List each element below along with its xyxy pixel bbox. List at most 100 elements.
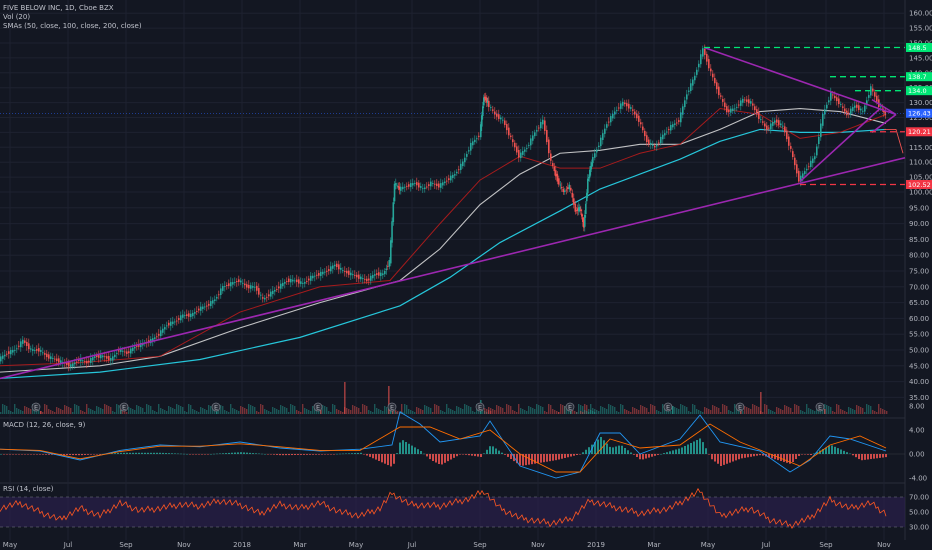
candle-body <box>138 344 140 347</box>
volume-bar <box>112 411 114 414</box>
candle-body <box>4 354 6 357</box>
macd-histogram-bar <box>480 454 482 457</box>
candle-body <box>606 124 608 128</box>
candle-body <box>420 186 422 188</box>
macd-histogram-bar <box>732 454 734 462</box>
candle-body <box>674 123 676 125</box>
price-tag-bg <box>906 108 932 118</box>
volume-bar <box>114 412 116 414</box>
macd-histogram-bar <box>21 454 23 455</box>
candle-body <box>393 183 396 202</box>
macd-histogram-bar <box>30 454 32 455</box>
volume-bar <box>124 411 126 414</box>
volume-bar <box>110 407 112 414</box>
candle-body <box>478 135 480 137</box>
volume-bar <box>880 408 882 414</box>
volume-bar <box>472 411 474 414</box>
candle-body <box>38 348 40 352</box>
volume-bar <box>142 408 144 414</box>
candle-body <box>298 279 300 284</box>
macd-histogram-bar <box>609 446 611 454</box>
volume-bar <box>836 404 838 414</box>
candle-body <box>276 289 278 290</box>
volume-bar <box>558 412 560 414</box>
volume-bar <box>584 404 586 414</box>
candle-body <box>702 48 704 57</box>
price-tag-bg <box>906 179 932 189</box>
macd-histogram-bar <box>264 454 266 455</box>
volume-bar <box>360 412 362 414</box>
earnings-marker <box>663 402 673 412</box>
volume-bar <box>602 407 604 414</box>
candle-body <box>400 186 402 191</box>
candle-body <box>118 350 120 352</box>
volume-bar <box>184 411 186 414</box>
candle-body <box>332 265 334 269</box>
price-tag-label: 134.0 <box>908 87 927 95</box>
volume-bar <box>876 412 878 414</box>
macd-histogram-bar <box>312 454 314 455</box>
candle-body <box>686 94 688 100</box>
macd-histogram-bar <box>582 452 584 454</box>
volume-bar <box>484 408 486 414</box>
volume-bar <box>386 407 388 414</box>
macd-histogram-bar <box>15 454 17 455</box>
time-tick-label: Mar <box>293 541 306 549</box>
volume-bar <box>798 406 800 414</box>
macd-histogram-bar <box>507 454 509 457</box>
macd-histogram-bar <box>441 454 443 465</box>
candle-body <box>304 282 306 284</box>
candle-body <box>712 73 714 78</box>
volume-bar <box>270 412 272 414</box>
candle-body <box>368 278 370 281</box>
earnings-marker-letter: E <box>122 404 126 412</box>
volume-bar <box>140 407 142 414</box>
volume-bar <box>694 405 696 414</box>
candle-body <box>854 105 856 108</box>
volume-bar <box>496 405 498 414</box>
macd-histogram-bar <box>486 449 488 454</box>
macd-histogram-bar <box>246 452 248 454</box>
candle-body <box>658 142 660 144</box>
candle-body <box>434 183 436 185</box>
volume-bar <box>860 407 862 414</box>
candle-body <box>784 126 786 133</box>
volume-bar <box>304 408 306 414</box>
candle-body <box>758 111 760 119</box>
candle-body <box>508 127 510 136</box>
volume-bar <box>768 409 770 414</box>
macd-histogram-bar <box>144 452 146 454</box>
candle-body <box>282 282 284 287</box>
candle-body <box>290 278 292 283</box>
volume-bar <box>664 408 666 414</box>
macd-histogram-bar <box>603 440 605 454</box>
candle-body <box>824 109 826 115</box>
volume-bar <box>322 405 324 414</box>
volume-bar <box>450 409 452 414</box>
volume-bar <box>540 406 542 414</box>
candle-body <box>126 351 128 354</box>
candle-body <box>636 113 638 119</box>
volume-bar <box>378 409 380 414</box>
time-tick-label: May <box>701 541 715 549</box>
macd-histogram-bar <box>564 454 566 458</box>
macd-histogram-bar <box>132 452 134 454</box>
time-tick-label: Sep <box>119 541 133 549</box>
volume-bar <box>232 408 234 414</box>
volume-bar <box>666 409 668 414</box>
candle-body <box>58 358 60 363</box>
candle-body <box>720 95 722 97</box>
volume-bar <box>878 404 880 414</box>
volume-bar <box>782 410 784 414</box>
volume-bar <box>162 409 164 414</box>
candle-body <box>414 183 416 184</box>
macd-histogram-bar <box>327 454 329 455</box>
candle-body <box>184 315 186 317</box>
volume-bar <box>870 406 872 414</box>
macd-histogram-bar <box>306 454 308 455</box>
macd-histogram-bar <box>390 454 392 467</box>
macd-histogram-bar <box>78 454 80 456</box>
candle-body <box>788 136 790 146</box>
candle-body <box>212 300 214 304</box>
